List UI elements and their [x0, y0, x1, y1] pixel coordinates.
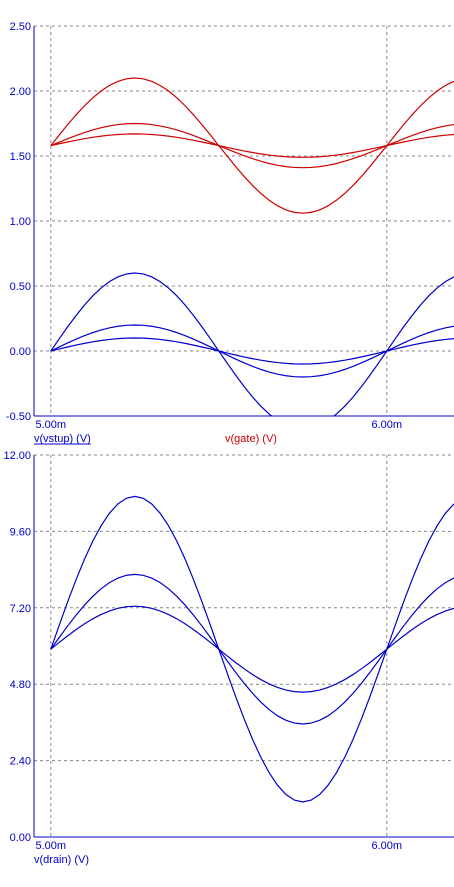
y-tick-label: 2.40: [10, 756, 31, 768]
x-tick-label: 5.00m: [36, 840, 67, 852]
y-ticks-top: 2.50 2.00 1.50 1.00 0.50 0.00 -0.50: [6, 21, 31, 423]
series-line: [50, 133, 454, 158]
legend-top: v(vstup) (V) v(gate) (V): [34, 433, 277, 445]
legend-entry[interactable]: v(vstup) (V): [34, 433, 91, 445]
x-tick-label: 5.00m: [36, 419, 67, 431]
series-line: [50, 77, 454, 214]
traces-bottom: [50, 495, 454, 803]
series-line: [50, 122, 454, 169]
y-tick-label: 0.50: [10, 281, 31, 293]
legend-entry[interactable]: v(drain) (V): [34, 854, 89, 866]
pane-bottom: 12.00 9.60 7.20 4.80 2.40 0.00 5.00m 6.00m v(d…: [3, 450, 454, 866]
y-tick-label: 1.50: [10, 151, 31, 163]
y-tick-label: 7.20: [10, 603, 31, 615]
y-tick-label: 12.00: [3, 450, 31, 462]
x-ticks-bottom: 5.00m 6.00m: [36, 840, 403, 852]
traces-top: [50, 77, 454, 416]
series-line: [50, 605, 454, 693]
x-tick-label: 6.00m: [372, 419, 403, 431]
y-tick-label: -0.50: [6, 411, 31, 423]
series-line: [50, 573, 454, 725]
x-tick-label: 6.00m: [372, 840, 403, 852]
series-line: [50, 495, 454, 803]
legend-entry[interactable]: v(gate) (V): [225, 433, 277, 445]
y-tick-label: 4.80: [10, 679, 31, 691]
y-tick-label: 9.60: [10, 526, 31, 538]
grid-bottom: [33, 454, 454, 838]
pane-top: 2.50 2.00 1.50 1.00 0.50 0.00 -0.50 5.00m 6.00m…: [6, 21, 454, 445]
y-tick-label: 0.00: [10, 346, 31, 358]
legend-bottom: v(drain) (V): [34, 854, 89, 866]
y-ticks-bottom: 12.00 9.60 7.20 4.80 2.40 0.00: [3, 450, 31, 844]
y-tick-label: 2.50: [10, 21, 31, 33]
y-tick-label: 1.00: [10, 216, 31, 228]
x-ticks-top: 5.00m 6.00m: [36, 419, 403, 431]
series-line: [50, 337, 454, 365]
y-tick-label: 0.00: [10, 832, 31, 844]
y-tick-label: 2.00: [10, 86, 31, 98]
